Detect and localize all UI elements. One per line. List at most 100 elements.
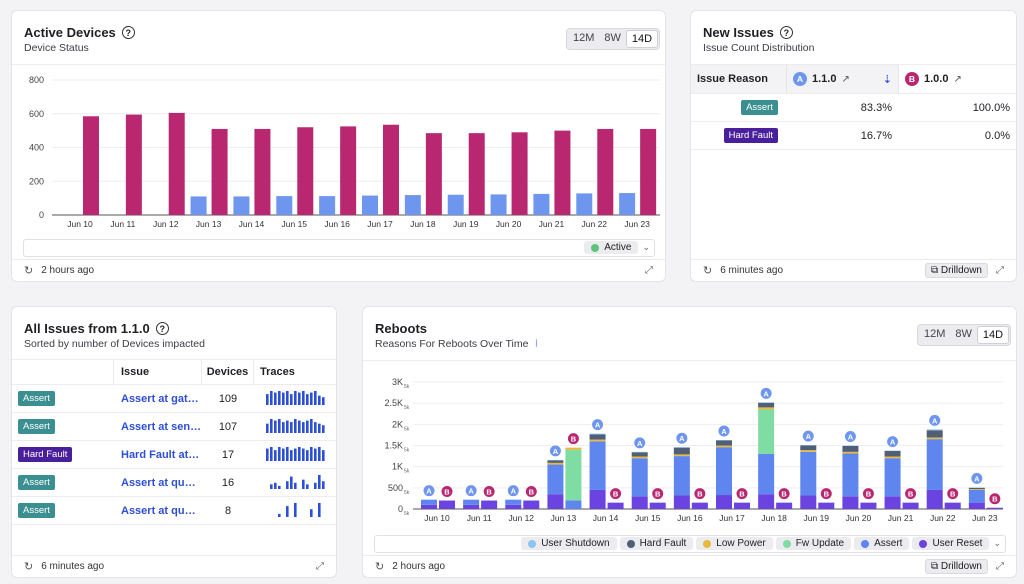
refresh-icon[interactable]: ↻ [375, 561, 385, 573]
range-14d[interactable]: 14D [625, 30, 659, 48]
table-row[interactable]: Hard Fault Hard Fault at… 17 [12, 441, 336, 469]
version-b-pct: 0.0% [984, 129, 1010, 142]
legend-item-low-power[interactable]: Low Power [696, 537, 773, 550]
issue-link[interactable]: Assert at sen… [121, 420, 202, 433]
expand-icon[interactable]: ⤢ [316, 561, 324, 572]
external-link-icon[interactable]: ↗ [841, 73, 850, 85]
chevron-down-icon[interactable]: ⌄ [993, 538, 1001, 548]
range-8w[interactable]: 8W [604, 32, 621, 44]
chevron-down-icon[interactable]: ⌄ [642, 242, 650, 252]
trace-bar [306, 484, 309, 489]
bar-version-a [404, 195, 421, 215]
legend-item-fw-update[interactable]: Fw Update [775, 537, 852, 550]
trace-bar [282, 422, 285, 433]
stack-segment-user-reset [884, 496, 901, 509]
issue-link[interactable]: Assert at qu… [121, 476, 196, 489]
expand-icon[interactable]: ⤢ [996, 265, 1004, 276]
x-tick-label: Jun 11 [467, 513, 492, 523]
range-8w[interactable]: 8W [955, 328, 972, 340]
x-tick-label: Jun 22 [930, 513, 956, 523]
x-tick-label: Jun 20 [496, 219, 522, 229]
drilldown-button[interactable]: ⧉ Drilldown [924, 559, 988, 574]
all-issues-subtitle: Sorted by number of Devices impacted [24, 338, 205, 350]
version-marker-label: A [637, 439, 643, 448]
header-issue-reason: Issue Reason [691, 65, 786, 93]
version-marker [591, 418, 605, 432]
table-row[interactable]: Assert Assert at qu… 16 [12, 469, 336, 497]
legend-item-active[interactable]: Active [584, 241, 639, 254]
wave-icon[interactable]: ⦚ [535, 339, 538, 350]
stack-segment-fw-update [565, 449, 582, 501]
legend-dot [626, 539, 635, 548]
version-marker-label: A [679, 434, 685, 443]
version-marker [946, 487, 960, 501]
x-tick-label: Jun 21 [888, 513, 914, 523]
issue-link[interactable]: Assert at gat… [121, 392, 199, 405]
header-version-a[interactable]: A 1.1.0 ↗ ⇣ [786, 65, 898, 93]
trace-bar [278, 419, 281, 433]
version-marker-label: B [655, 490, 661, 499]
help-icon[interactable]: ? [121, 26, 135, 39]
header-version-b[interactable]: B 1.0.0 ↗ [898, 65, 1016, 93]
y-tick-label: 800 [29, 75, 44, 85]
sort-icon[interactable]: ⇣ [882, 73, 892, 86]
bar-version-b [425, 133, 442, 215]
external-link-icon[interactable]: ↗ [953, 73, 962, 85]
x-tick-label: Jun 23 [972, 513, 998, 523]
stack-segment-user-reset [505, 504, 522, 509]
updated-time: 2 hours ago [392, 561, 446, 572]
traces-sparkline [266, 447, 325, 461]
issue-link[interactable]: Hard Fault at… [121, 448, 200, 461]
trace-bar [266, 448, 269, 461]
bar-version-b [83, 116, 99, 215]
column-traces[interactable]: Traces [260, 366, 295, 378]
table-row[interactable]: Assert Assert at qu… 8 [12, 497, 336, 525]
trace-bar [310, 509, 313, 517]
x-tick-label: Jun 12 [153, 219, 179, 229]
version-marker-label: A [974, 474, 980, 483]
expand-icon[interactable]: ⤢ [996, 561, 1004, 572]
version-marker [886, 435, 900, 449]
stack-segment-low-power [800, 450, 817, 452]
x-tick-label: Jun 16 [324, 219, 350, 229]
trace-bar [294, 503, 297, 517]
version-marker-label: B [613, 490, 619, 499]
range-12m[interactable]: 12M [924, 328, 946, 340]
bar-version-a [233, 196, 250, 215]
table-row[interactable]: Assert Assert at sen… 107 [12, 413, 336, 441]
legend-dot [703, 539, 712, 548]
version-marker [566, 432, 580, 446]
legend-item-user-reset[interactable]: User Reset [912, 537, 990, 550]
refresh-icon[interactable]: ↻ [24, 265, 34, 277]
bar-version-b [554, 130, 571, 215]
refresh-icon[interactable]: ↻ [24, 561, 34, 573]
drilldown-button[interactable]: ⧉ Drilldown [924, 263, 988, 278]
drilldown-label: Drilldown [940, 561, 982, 572]
help-icon[interactable]: ? [779, 26, 793, 39]
help-icon[interactable]: ? [155, 322, 169, 335]
version-marker [524, 485, 538, 499]
stack-segment-user-shutdown [589, 433, 606, 435]
stack-segment-hard-fault [631, 452, 648, 457]
legend-item-assert[interactable]: Assert [854, 537, 910, 550]
issue-link[interactable]: Assert at qu… [121, 504, 196, 517]
table-row[interactable]: Assert Assert at gat… 109 [12, 385, 336, 413]
devices-count: 109 [218, 392, 238, 405]
stack-segment-assert [758, 453, 775, 495]
refresh-icon[interactable]: ↻ [703, 265, 713, 277]
legend-item-hard-fault[interactable]: Hard Fault [619, 537, 694, 550]
column-issue[interactable]: Issue [114, 360, 202, 384]
expand-icon[interactable]: ⤢ [645, 265, 653, 276]
range-14d[interactable]: 14D [976, 326, 1010, 344]
new-issues-row[interactable]: Hard Fault 16.7% 0.0% [691, 122, 1016, 150]
updated-time: 6 minutes ago [720, 265, 784, 276]
trace-bar [302, 448, 305, 461]
new-issues-row[interactable]: Assert 83.3% 100.0% [691, 94, 1016, 122]
bar-version-a [447, 194, 464, 215]
range-12m[interactable]: 12M [573, 32, 595, 44]
active-devices-title-text: Active Devices [24, 25, 116, 40]
column-devices[interactable]: Devices [202, 360, 254, 384]
new-issues-footer: ↻ 6 minutes ago ⧉ Drilldown ⤢ [691, 259, 1016, 281]
trace-bar [318, 475, 321, 489]
legend-item-user-shutdown[interactable]: User Shutdown [521, 537, 617, 550]
